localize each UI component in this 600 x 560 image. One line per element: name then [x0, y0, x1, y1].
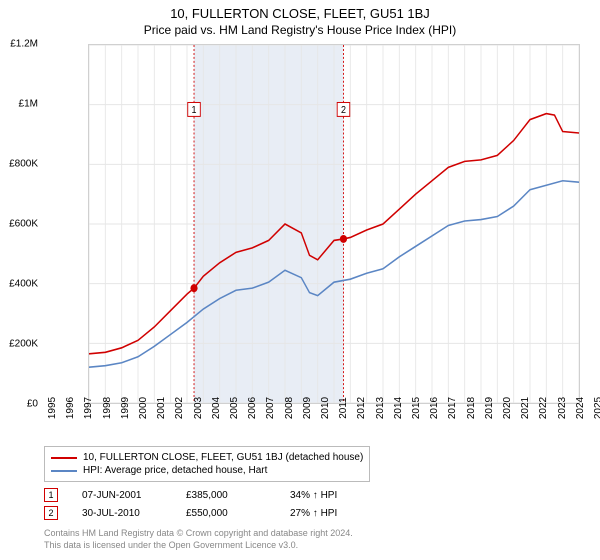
- y-tick-label: £600K: [9, 219, 38, 230]
- x-tick-label: 1998: [102, 397, 113, 419]
- legend-label: 10, FULLERTON CLOSE, FLEET, GU51 1BJ (de…: [83, 452, 363, 463]
- sale-row: 1 07-JUN-2001 £385,000 34% ↑ HPI: [44, 486, 370, 504]
- x-tick-label: 2012: [356, 397, 367, 419]
- x-tick-label: 2004: [211, 397, 222, 419]
- sale-price: £385,000: [186, 490, 266, 501]
- x-tick-label: 2007: [265, 397, 276, 419]
- x-tick-label: 2016: [429, 397, 440, 419]
- sale-marker: 1: [44, 488, 58, 502]
- x-tick-label: 2008: [284, 397, 295, 419]
- x-tick-label: 2023: [557, 397, 568, 419]
- sale-price: £550,000: [186, 508, 266, 519]
- x-tick-label: 2013: [375, 397, 386, 419]
- x-tick-label: 2005: [229, 397, 240, 419]
- sale-date: 30-JUL-2010: [82, 508, 162, 519]
- y-tick-label: £200K: [9, 339, 38, 350]
- x-tick-label: 2014: [393, 397, 404, 419]
- legend-label: HPI: Average price, detached house, Hart: [83, 465, 267, 476]
- attribution-line1: Contains HM Land Registry data © Crown c…: [44, 528, 353, 540]
- legend-swatch: [51, 457, 77, 459]
- x-tick-label: 2000: [138, 397, 149, 419]
- x-tick-label: 2001: [156, 397, 167, 419]
- y-tick-label: £1M: [19, 99, 38, 110]
- x-tick-label: 1995: [47, 397, 58, 419]
- x-tick-label: 1997: [83, 397, 94, 419]
- attribution: Contains HM Land Registry data © Crown c…: [44, 528, 353, 551]
- chart-subtitle: Price paid vs. HM Land Registry's House …: [0, 21, 600, 41]
- sale-row: 2 30-JUL-2010 £550,000 27% ↑ HPI: [44, 504, 370, 522]
- x-tick-label: 2010: [320, 397, 331, 419]
- y-tick-label: £400K: [9, 279, 38, 290]
- sale-table: 1 07-JUN-2001 £385,000 34% ↑ HPI 2 30-JUL-201…: [44, 486, 370, 522]
- legend-item: HPI: Average price, detached house, Hart: [51, 464, 363, 477]
- y-tick-label: £0: [27, 399, 38, 410]
- x-tick-label: 2011: [338, 397, 349, 419]
- x-tick-label: 2009: [302, 397, 313, 419]
- attribution-line2: This data is licensed under the Open Gov…: [44, 540, 353, 552]
- y-axis: £0£200K£400K£600K£800K£1M£1.2M: [2, 40, 42, 400]
- svg-text:2: 2: [341, 105, 346, 117]
- svg-text:1: 1: [192, 105, 197, 117]
- chart-svg: 12: [89, 45, 579, 403]
- x-tick-label: 2018: [466, 397, 477, 419]
- x-tick-label: 2015: [411, 397, 422, 419]
- x-tick-label: 2025: [593, 397, 600, 419]
- plot-area: 12: [88, 44, 580, 404]
- x-tick-label: 2022: [538, 397, 549, 419]
- sale-date: 07-JUN-2001: [82, 490, 162, 501]
- x-tick-label: 2002: [174, 397, 185, 419]
- legend: 10, FULLERTON CLOSE, FLEET, GU51 1BJ (de…: [44, 446, 370, 482]
- x-tick-label: 2021: [520, 397, 531, 419]
- x-tick-label: 1996: [65, 397, 76, 419]
- chart-title: 10, FULLERTON CLOSE, FLEET, GU51 1BJ: [0, 0, 600, 21]
- x-axis: 1995199619971998199920002001200220032004…: [44, 404, 590, 444]
- sale-delta: 27% ↑ HPI: [290, 508, 370, 519]
- x-tick-label: 2020: [502, 397, 513, 419]
- x-tick-label: 2019: [484, 397, 495, 419]
- x-tick-label: 2006: [247, 397, 258, 419]
- x-tick-label: 2024: [575, 397, 586, 419]
- y-tick-label: £1.2M: [10, 39, 38, 50]
- sale-delta: 34% ↑ HPI: [290, 490, 370, 501]
- y-tick-label: £800K: [9, 159, 38, 170]
- x-tick-label: 2003: [193, 397, 204, 419]
- legend-item: 10, FULLERTON CLOSE, FLEET, GU51 1BJ (de…: [51, 451, 363, 464]
- legend-swatch: [51, 470, 77, 472]
- sale-marker: 2: [44, 506, 58, 520]
- chart-container: 10, FULLERTON CLOSE, FLEET, GU51 1BJ Pri…: [0, 0, 600, 560]
- x-tick-label: 1999: [120, 397, 131, 419]
- x-tick-label: 2017: [447, 397, 458, 419]
